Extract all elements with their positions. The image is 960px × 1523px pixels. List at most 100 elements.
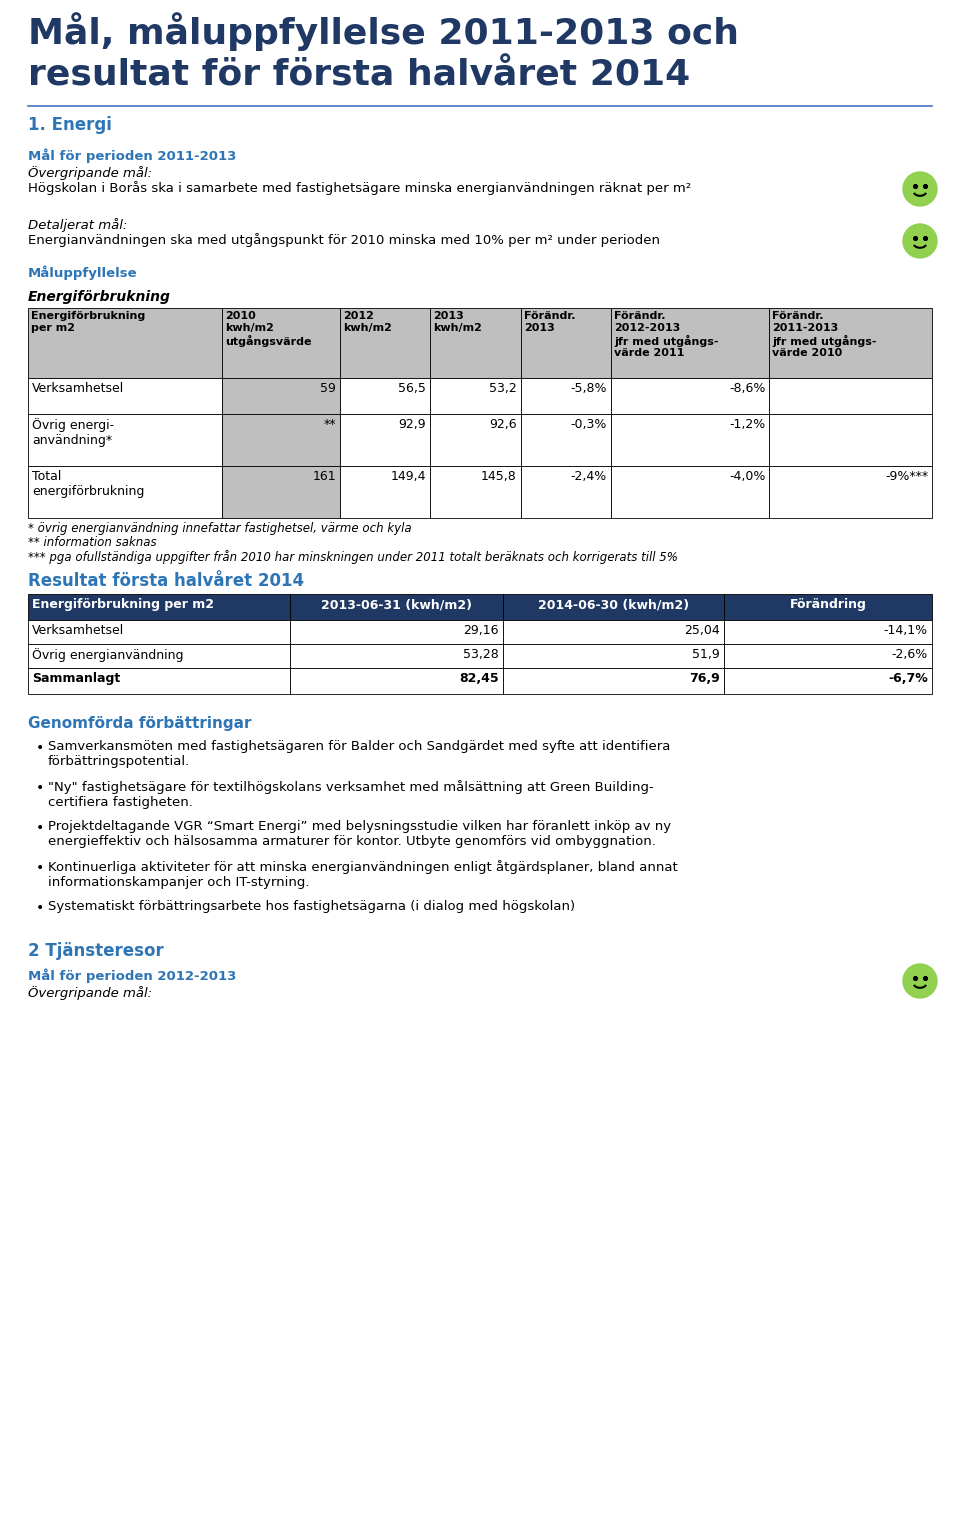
Circle shape: [903, 224, 937, 257]
Bar: [340, 378, 430, 414]
Text: Mål, måluppfyllelse 2011-2013 och: Mål, måluppfyllelse 2011-2013 och: [28, 12, 739, 50]
Text: •: •: [36, 860, 44, 876]
Text: resultat för första halvåret 2014: resultat för första halvåret 2014: [28, 58, 690, 91]
Bar: [503, 594, 724, 620]
Bar: [28, 308, 223, 378]
Bar: [290, 669, 503, 694]
Bar: [769, 414, 932, 466]
Text: Sammanlagt: Sammanlagt: [32, 672, 120, 685]
Text: Högskolan i Borås ska i samarbete med fastighetsägare minska energianvändningen : Högskolan i Borås ska i samarbete med fa…: [28, 181, 691, 195]
Text: 25,04: 25,04: [684, 624, 720, 637]
Bar: [769, 378, 932, 414]
Text: Övrig energianvändning: Övrig energianvändning: [32, 647, 183, 663]
Bar: [430, 308, 520, 378]
Bar: [724, 594, 932, 620]
Bar: [28, 594, 290, 620]
Bar: [223, 414, 340, 466]
Text: Detaljerat mål:: Detaljerat mål:: [28, 218, 128, 231]
Text: •: •: [36, 742, 44, 755]
Bar: [769, 308, 932, 378]
Text: 82,45: 82,45: [459, 672, 498, 685]
Text: * övrig energianvändning innefattar fastighetsel, värme och kyla: * övrig energianvändning innefattar fast…: [28, 522, 412, 535]
Text: **: **: [324, 417, 336, 431]
Bar: [430, 378, 520, 414]
Text: 29,16: 29,16: [463, 624, 498, 637]
Bar: [290, 644, 503, 669]
Bar: [290, 594, 503, 620]
Text: 2014-06-30 (kwh/m2): 2014-06-30 (kwh/m2): [538, 599, 689, 611]
Text: Systematiskt förbättringsarbete hos fastighetsägarna (i dialog med högskolan): Systematiskt förbättringsarbete hos fast…: [48, 900, 575, 912]
Text: Övrig energi-
användning*: Övrig energi- användning*: [32, 417, 114, 446]
Text: 53,28: 53,28: [463, 647, 498, 661]
Text: •: •: [36, 902, 44, 915]
Text: Förändr.
2012-2013
jfr med utgångs-
värde 2011: Förändr. 2012-2013 jfr med utgångs- värd…: [614, 311, 719, 358]
Bar: [612, 414, 769, 466]
Bar: [28, 669, 290, 694]
Text: 53,2: 53,2: [489, 382, 516, 394]
Text: Kontinuerliga aktiviteter för att minska energianvändningen enligt åtgärdsplaner: Kontinuerliga aktiviteter för att minska…: [48, 860, 678, 889]
Bar: [503, 620, 724, 644]
Text: 2010
kwh/m2
utgångsvärde: 2010 kwh/m2 utgångsvärde: [226, 311, 312, 347]
Bar: [340, 308, 430, 378]
Text: 145,8: 145,8: [481, 471, 516, 483]
Bar: [223, 378, 340, 414]
Text: Total
energiförbrukning: Total energiförbrukning: [32, 471, 144, 498]
Bar: [724, 669, 932, 694]
Text: Mål för perioden 2012-2013: Mål för perioden 2012-2013: [28, 969, 236, 982]
Bar: [290, 620, 503, 644]
Text: •: •: [36, 781, 44, 795]
Text: Resultat första halvåret 2014: Resultat första halvåret 2014: [28, 573, 304, 589]
Text: •: •: [36, 821, 44, 835]
Bar: [769, 466, 932, 518]
Bar: [28, 620, 290, 644]
Text: 149,4: 149,4: [391, 471, 426, 483]
Bar: [612, 466, 769, 518]
Bar: [724, 620, 932, 644]
Text: 2 Tjänsteresor: 2 Tjänsteresor: [28, 943, 164, 959]
Text: Förändring: Förändring: [790, 599, 867, 611]
Text: -8,6%: -8,6%: [729, 382, 765, 394]
Text: 1. Energi: 1. Energi: [28, 116, 112, 134]
Text: 2012
kwh/m2: 2012 kwh/m2: [343, 311, 392, 332]
Text: ** information saknas: ** information saknas: [28, 536, 156, 548]
Text: Förändr.
2013: Förändr. 2013: [524, 311, 575, 332]
Bar: [503, 669, 724, 694]
Text: -6,7%: -6,7%: [888, 672, 928, 685]
Text: Övergripande mål:: Övergripande mål:: [28, 985, 152, 1001]
Text: 59: 59: [320, 382, 336, 394]
Text: *** pga ofullständiga uppgifter från 2010 har minskningen under 2011 totalt berä: *** pga ofullständiga uppgifter från 201…: [28, 550, 678, 564]
Text: -9%***: -9%***: [885, 471, 928, 483]
Text: -14,1%: -14,1%: [884, 624, 928, 637]
Text: -0,3%: -0,3%: [570, 417, 607, 431]
Bar: [28, 414, 223, 466]
Text: -5,8%: -5,8%: [570, 382, 607, 394]
Bar: [503, 644, 724, 669]
Text: -4,0%: -4,0%: [729, 471, 765, 483]
Bar: [28, 466, 223, 518]
Circle shape: [903, 964, 937, 998]
Text: 56,5: 56,5: [398, 382, 426, 394]
Bar: [28, 644, 290, 669]
Text: Övergripande mål:: Övergripande mål:: [28, 166, 152, 180]
Text: 161: 161: [312, 471, 336, 483]
Text: Måluppfyllelse: Måluppfyllelse: [28, 265, 137, 280]
Text: Projektdeltagande VGR “Smart Energi” med belysningsstudie vilken har föranlett i: Projektdeltagande VGR “Smart Energi” med…: [48, 819, 671, 848]
Bar: [520, 414, 612, 466]
Text: 2013
kwh/m2: 2013 kwh/m2: [433, 311, 482, 332]
Text: Energianvändningen ska med utgångspunkt för 2010 minska med 10% per m² under per: Energianvändningen ska med utgångspunkt …: [28, 233, 660, 247]
Bar: [612, 308, 769, 378]
Text: Förändr.
2011-2013
jfr med utgångs-
värde 2010: Förändr. 2011-2013 jfr med utgångs- värd…: [772, 311, 876, 358]
Text: -2,4%: -2,4%: [571, 471, 607, 483]
Text: Energiförbrukning
per m2: Energiförbrukning per m2: [31, 311, 145, 332]
Text: 92,9: 92,9: [398, 417, 426, 431]
Bar: [430, 414, 520, 466]
Bar: [223, 466, 340, 518]
Bar: [612, 378, 769, 414]
Bar: [520, 378, 612, 414]
Text: 76,9: 76,9: [689, 672, 720, 685]
Text: Mål för perioden 2011-2013: Mål för perioden 2011-2013: [28, 148, 236, 163]
Text: Genomförda förbättringar: Genomförda förbättringar: [28, 716, 252, 731]
Text: Energiförbrukning: Energiförbrukning: [28, 289, 171, 305]
Text: Energiförbrukning per m2: Energiförbrukning per m2: [32, 599, 214, 611]
Bar: [340, 466, 430, 518]
